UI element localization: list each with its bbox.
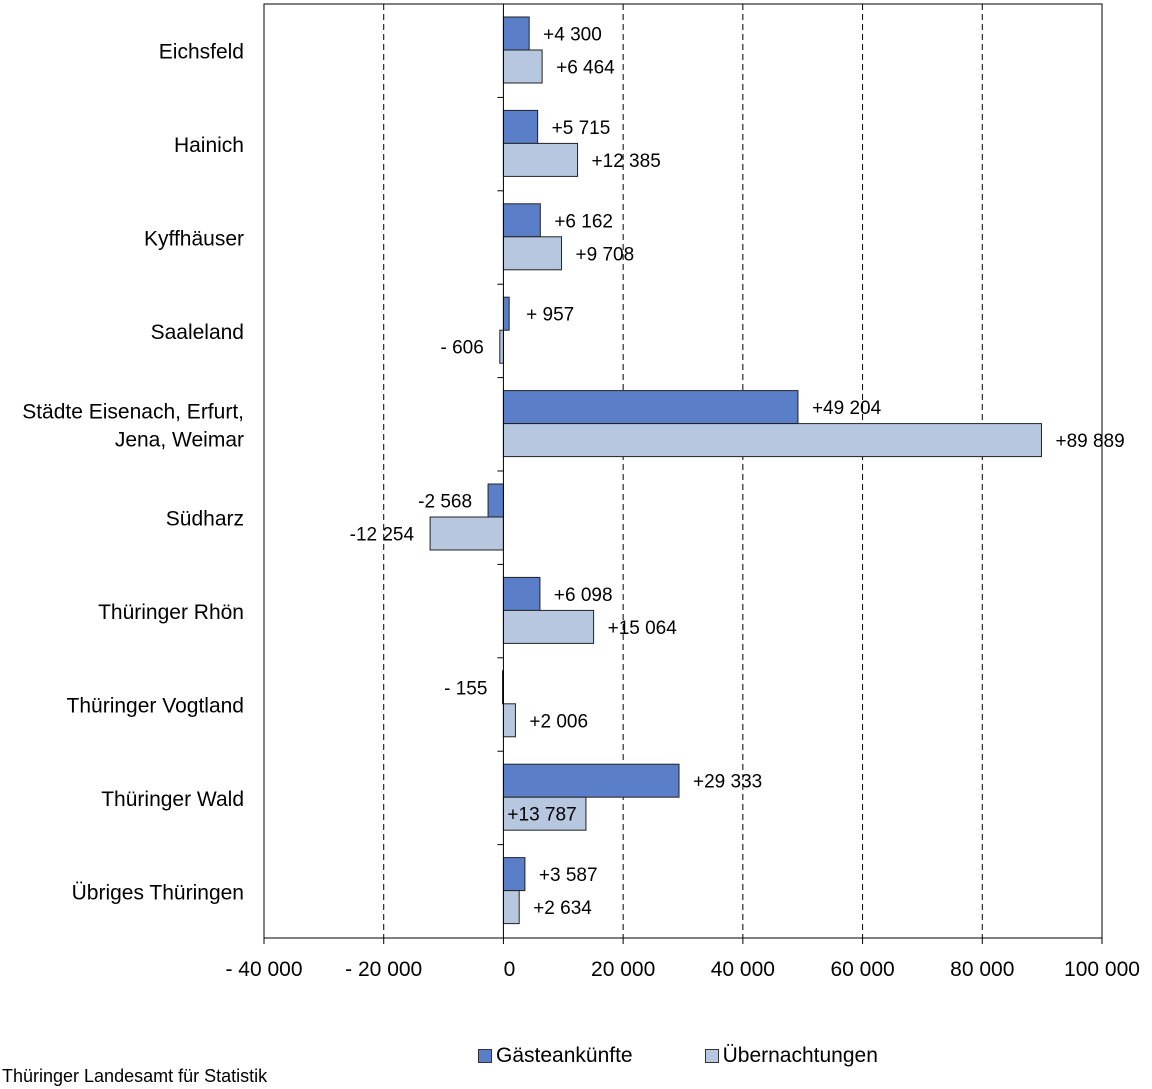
bars	[429, 16, 1042, 925]
bar-uebernachtungen	[502, 796, 587, 831]
data-label: +12 385	[592, 151, 661, 172]
x-axis: - 40 000 - 20 000 0 20 000 40 000 60 000 80 00…	[225, 938, 1140, 981]
category-label: Kyffhäuser	[144, 228, 244, 251]
bar-uebernachtungen	[502, 236, 563, 271]
bar-uebernachtungen	[502, 890, 520, 925]
x-tick-label: 20 000	[591, 958, 655, 981]
data-label: - 155	[444, 678, 487, 699]
bar-gaesteankuenfte	[487, 483, 504, 518]
category-label: Eichsfeld	[159, 41, 244, 64]
bar-gaesteankuenfte	[502, 390, 799, 425]
bar-gaesteankuenfte	[502, 109, 539, 144]
category-label: Südharz	[166, 508, 244, 531]
category-label: Thüringer Rhön	[98, 601, 244, 624]
data-label: +4 300	[543, 25, 602, 46]
data-label: +9 708	[576, 244, 635, 265]
legend-swatch-gaesteankuenfte	[478, 1049, 492, 1063]
legend-label: Übernachtungen	[722, 1044, 878, 1067]
data-label: +89 889	[1055, 431, 1124, 452]
legend-item-gaesteankuenfte: Gästeankünfte	[478, 1044, 633, 1068]
x-tick-label: - 40 000	[225, 958, 302, 981]
data-label: +2 006	[529, 711, 588, 732]
data-label: +3 587	[539, 865, 598, 886]
legend: Gästeankünfte Übernachtungen	[478, 1044, 950, 1068]
bar-uebernachtungen	[502, 423, 1042, 458]
bar-gaesteankuenfte	[502, 857, 526, 892]
data-label: - 606	[440, 338, 483, 359]
data-label: +15 064	[608, 618, 678, 639]
x-tick-label: 0	[504, 958, 516, 981]
x-tick-label: 100 000	[1064, 958, 1140, 981]
data-label: +6 098	[554, 585, 613, 606]
data-label: +29 333	[693, 772, 762, 793]
bar-gaesteankuenfte	[502, 576, 541, 611]
data-label: + 957	[526, 305, 574, 326]
category-label: Städte Eisenach, Erfurt,	[22, 400, 244, 423]
bar-uebernachtungen	[502, 609, 595, 644]
bar-uebernachtungen	[502, 49, 543, 84]
data-label: +49 204	[812, 398, 882, 419]
data-label: +5 715	[552, 118, 611, 139]
plot-border	[263, 3, 1103, 939]
x-tick-label: 60 000	[830, 958, 894, 981]
category-label: Thüringer Vogtland	[67, 695, 244, 718]
data-label: +2 634	[533, 898, 592, 919]
category-label: Hainich	[174, 134, 244, 157]
legend-swatch-uebernachtungen	[704, 1049, 719, 1063]
category-label: Jena, Weimar	[115, 428, 244, 451]
data-label: +6 162	[554, 211, 613, 232]
bar-gaesteankuenfte	[502, 296, 510, 331]
data-labels: +4 300 +6 464 +5 715 +12 385 +6 162 +9 708 + 9…	[350, 25, 1125, 920]
data-label: -12 254	[350, 525, 415, 546]
source-note: Thüringer Landesamt für Statistik	[2, 1066, 268, 1086]
bar-uebernachtungen	[429, 516, 504, 551]
bar-gaesteankuenfte	[502, 203, 541, 238]
gridlines	[383, 4, 983, 938]
legend-label: Gästeankünfte	[496, 1044, 633, 1067]
category-label: Thüringer Wald	[101, 788, 244, 811]
category-label: Übriges Thüringen	[72, 881, 244, 904]
category-labels: Eichsfeld Hainich Kyffhäuser Saaleland Städt…	[22, 41, 244, 905]
data-label: -2 568	[418, 492, 472, 513]
bar-uebernachtungen	[502, 703, 516, 738]
plot-frame	[263, 3, 1103, 939]
bar-gaesteankuenfte	[502, 763, 680, 798]
bar-gaesteankuenfte	[502, 16, 530, 51]
x-tick-label: - 20 000	[345, 958, 422, 981]
legend-item-uebernachtungen: Übernachtungen	[704, 1044, 878, 1068]
bar-uebernachtungen	[499, 329, 504, 364]
data-label: +6 464	[556, 58, 615, 79]
bar-uebernachtungen	[502, 142, 579, 177]
chart: +4 300 +6 464 +5 715 +12 385 +6 162 +9 708 + 9…	[22, 3, 1140, 981]
x-tick-label: 80 000	[950, 958, 1014, 981]
category-label: Saaleland	[151, 321, 244, 344]
x-tick-label: 40 000	[711, 958, 775, 981]
data-label: +13 787	[507, 805, 576, 826]
